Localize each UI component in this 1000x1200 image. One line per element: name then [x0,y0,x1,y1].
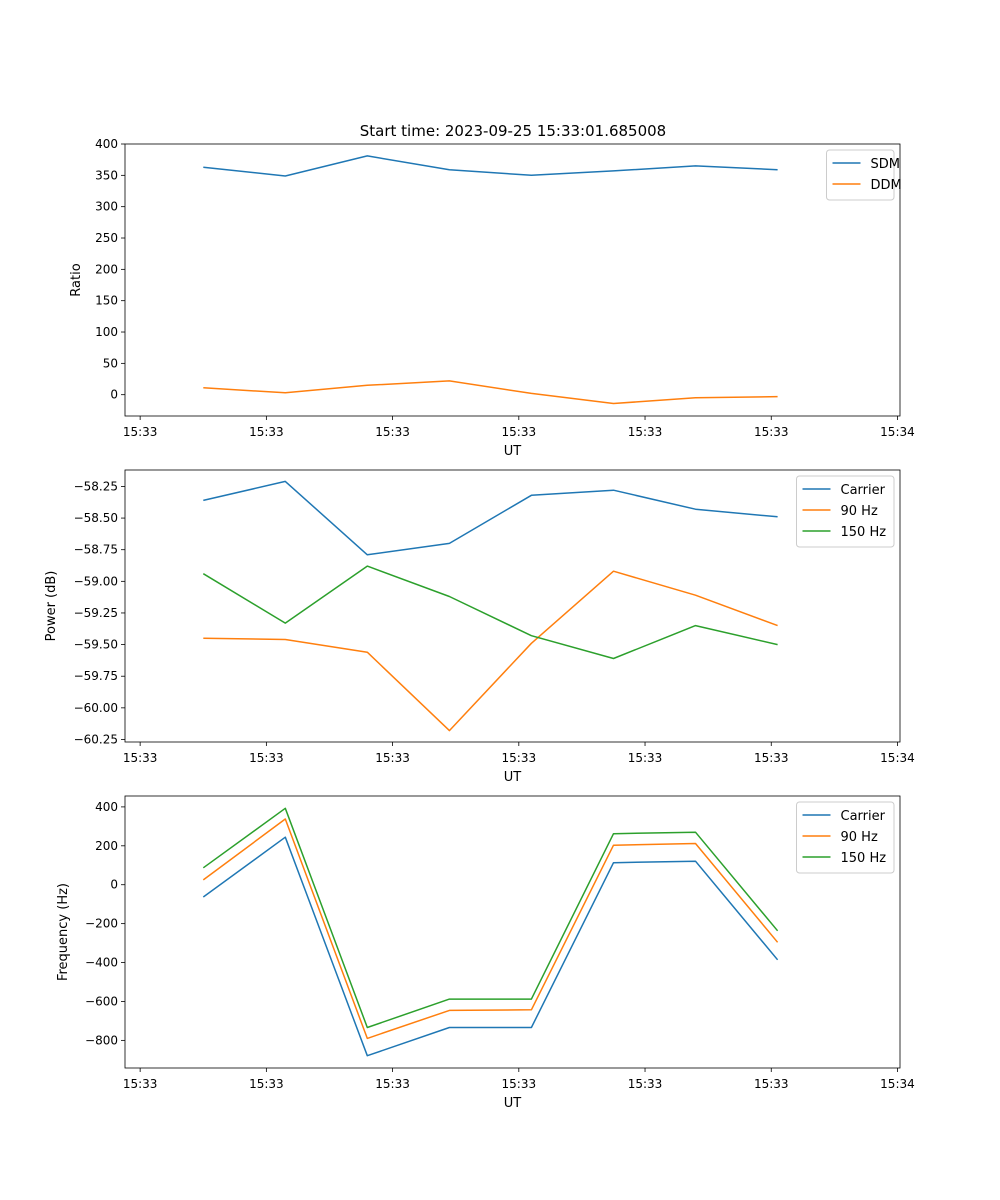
legend-label: 90 Hz [841,830,878,845]
legend-label: 150 Hz [841,851,887,866]
y-tick-label: 400 [95,137,118,151]
y-tick-label: 100 [95,325,118,339]
series-line-ddm [203,380,778,405]
y-tick-label: −59.75 [74,669,118,683]
legend: Carrier 90 Hz 150 Hz [796,801,895,874]
x-tick-label: 15:33 [754,425,789,439]
y-tick-label: −58.50 [74,511,118,525]
series-line-carrier [202,836,779,1057]
y-tick-label: 200 [95,839,118,853]
y-tick-label: −200 [85,917,118,931]
legend-label: 150 Hz [841,525,887,540]
x-tick-label: 15:33 [123,751,158,765]
legend-label: DDM [871,178,902,193]
plot-frame [124,143,901,417]
y-tick-label: −59.50 [74,638,118,652]
y-tick-label: −400 [85,956,118,970]
plot-frame [124,469,901,743]
series-line-150-hz [202,565,778,660]
x-tick-label: 15:33 [249,751,284,765]
series-line-carrier [203,480,778,556]
x-tick-label: 15:34 [880,425,915,439]
y-tick-label: 400 [95,800,118,814]
x-tick-label: 15:33 [754,751,789,765]
y-tick-label: 150 [95,294,118,308]
y-tick-label: 50 [103,356,118,370]
y-axis-label: Frequency (Hz) [56,883,71,981]
x-tick-label: 15:33 [628,751,663,765]
y-axis-label: Power (dB) [44,571,59,642]
series-line-90-hz [203,570,778,732]
subplot-2: 15:33 15:33 15:33 15:33 15:33 15:33 15:34 −60.2… [44,469,915,785]
legend-label: SDM [871,157,900,172]
y-tick-label: −60.25 [74,732,118,746]
x-tick-label: 15:33 [754,1077,789,1091]
subplot-3: 15:33 15:33 15:33 15:33 15:33 15:33 15:34 −800 −… [56,795,915,1111]
chart-title: Start time: 2023-09-25 15:33:01.685008 [360,122,666,140]
x-tick-label: 15:33 [375,751,410,765]
legend-box [796,801,895,874]
series-line-90-hz [202,818,779,1040]
y-tick-label: −58.75 [74,543,118,557]
y-tick-label: −800 [85,1033,118,1047]
legend-label: Carrier [841,483,886,498]
y-axis-label: Ratio [69,263,84,296]
legend-label: Carrier [841,809,886,824]
x-tick-label: 15:33 [249,425,284,439]
x-axis-label: UT [504,444,522,459]
y-tick-label: −600 [85,994,118,1008]
x-tick-label: 15:33 [249,1077,284,1091]
x-tick-label: 15:33 [123,425,158,439]
y-tick-label: −59.25 [74,606,118,620]
x-tick-label: 15:33 [375,425,410,439]
series-line-150-hz [202,807,779,1029]
legend: SDM DDM [826,149,902,201]
y-tick-label: 0 [110,388,118,402]
series-line-sdm [203,155,778,177]
subplot-1: 15:33 15:33 15:33 15:33 15:33 15:33 15:34 0 50 10… [69,137,915,459]
legend: Carrier 90 Hz 150 Hz [796,475,895,548]
x-tick-label: 15:33 [123,1077,158,1091]
plot-frame [124,795,901,1069]
x-tick-label: 15:33 [502,1077,537,1091]
y-tick-label: 300 [95,200,118,214]
y-tick-label: −59.00 [74,574,118,588]
x-tick-label: 15:33 [502,425,537,439]
x-tick-label: 15:34 [880,1077,915,1091]
x-tick-label: 15:33 [628,1077,663,1091]
x-tick-label: 15:34 [880,751,915,765]
legend-box [796,475,895,548]
y-tick-label: 250 [95,231,118,245]
y-tick-label: 0 [110,878,118,892]
y-tick-label: −58.25 [74,479,118,493]
x-tick-label: 15:33 [375,1077,410,1091]
y-tick-label: −60.00 [74,701,118,715]
x-tick-label: 15:33 [628,425,663,439]
y-tick-label: 200 [95,262,118,276]
x-tick-label: 15:33 [502,751,537,765]
legend-label: 90 Hz [841,504,878,519]
x-axis-label: UT [504,770,522,785]
x-axis-label: UT [504,1096,522,1111]
y-tick-label: 350 [95,168,118,182]
